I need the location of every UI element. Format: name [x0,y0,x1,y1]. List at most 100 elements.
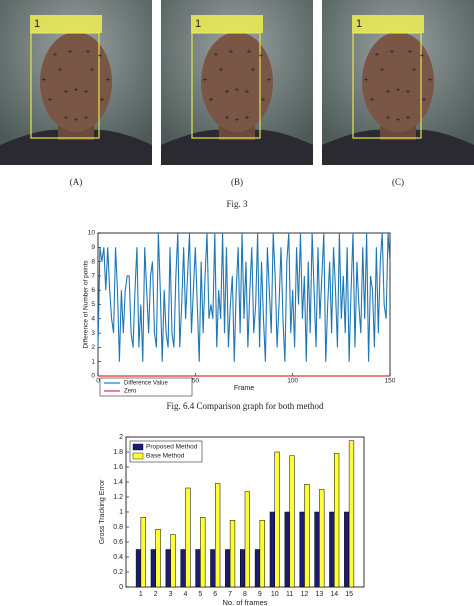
legend-label: Zero [124,389,137,395]
legend-label: Proposed Method [146,444,198,451]
y-axis-label: Gross Tracking Error [99,479,106,544]
landmark: + [53,50,58,59]
y-tick-label: 1.4 [113,479,123,486]
bar [229,520,236,588]
bar [170,534,176,588]
landmark: + [84,113,89,122]
legend [129,440,203,463]
x-tick-label: 100 [287,378,298,385]
x-tick-label: 11 [286,591,293,598]
box-label: 1 [195,18,201,30]
x-tick-label: 15 [345,591,353,598]
landmark: + [390,47,395,56]
landmark: + [245,87,250,96]
line-series [97,232,391,362]
x-tick-label: 3 [169,591,173,598]
label-box [352,15,424,33]
bar [348,440,355,588]
x-tick-label: 9 [258,591,262,598]
landmark: + [64,87,69,96]
landmark: + [408,47,413,56]
landmark: + [58,65,63,74]
landmark: + [422,95,427,104]
landmark: + [406,113,411,122]
y-tick-label: 9 [91,244,95,251]
landmark: + [267,75,272,84]
legend-label: Base Method [146,453,185,460]
landmark: + [247,47,252,56]
bar [140,517,146,588]
landmark: + [251,65,256,74]
landmark: + [235,85,240,94]
y-tick-label: 1 [91,358,95,365]
landmark: + [380,65,385,74]
landmark: + [225,87,230,96]
y-tick-label: 6 [91,287,95,294]
landmark: + [84,87,89,96]
y-axis-label: Difference of Number of points [83,260,90,349]
bar [284,511,290,588]
bar [274,451,280,588]
y-tick-label: 1 [119,509,123,516]
photo-caption: (C) [392,177,404,187]
x-axis-label: No. of frames [222,598,267,606]
legend-swatch [132,452,144,460]
bar [319,489,325,588]
landmark: + [396,85,401,94]
landmark: + [225,113,230,122]
face [40,32,112,132]
landmark: + [420,51,425,60]
y-tick-label: 1.2 [113,494,123,501]
x-tick-label: 10 [271,591,279,598]
y-tick-label: 0.4 [113,554,123,561]
bar [180,549,186,588]
landmark: + [245,113,250,122]
photo: 1+ + + ++ +++ ++ + ++ ++ + [322,0,474,165]
legend-label: Difference Value [124,381,168,387]
x-tick-label: 13 [315,591,323,598]
figure-caption: Fig. 3 [226,199,248,209]
landmark: + [100,95,105,104]
bar [259,520,265,588]
photo: 1+ + + ++ +++ ++ + ++ ++ + [0,0,152,165]
landmark: + [74,115,79,124]
x-tick-label: 6 [213,591,217,598]
y-tick-label: 8 [91,258,95,265]
landmark: + [396,115,401,124]
bar [244,491,251,588]
x-axis-label: Frame [234,385,254,392]
x-tick-label: 1 [139,591,143,598]
landmark: + [386,87,391,96]
y-tick-label: 2 [91,344,95,351]
y-tick-label: 3 [91,330,95,337]
landmark: + [42,75,47,84]
bar [225,549,231,588]
x-tick-label: 12 [301,591,309,598]
x-tick-label: 8 [243,591,247,598]
box-label: 1 [356,18,362,30]
photo-caption: (B) [231,177,243,187]
bar [150,549,157,588]
photo: 1+ + + ++ +++ ++ + ++ ++ + [161,0,313,165]
face [362,32,434,132]
landmark: + [386,113,391,122]
landmark: + [209,95,214,104]
landmark: + [364,75,369,84]
landmark: + [235,115,240,124]
landmark: + [214,50,219,59]
chart-caption: Fig. 6.4 Comparison graph for both metho… [167,401,324,411]
x-tick-label: 150 [385,378,396,385]
bar [304,484,310,588]
y-tick-label: 7 [91,273,95,280]
bar [239,549,246,588]
landmark: + [68,47,73,56]
bar [269,511,275,588]
bar [195,549,201,588]
bar [135,549,142,588]
landmark: + [106,75,111,84]
landmark: + [48,95,53,104]
landmark: + [219,65,224,74]
bar [289,455,295,588]
x-tick-label: 5 [198,591,202,598]
